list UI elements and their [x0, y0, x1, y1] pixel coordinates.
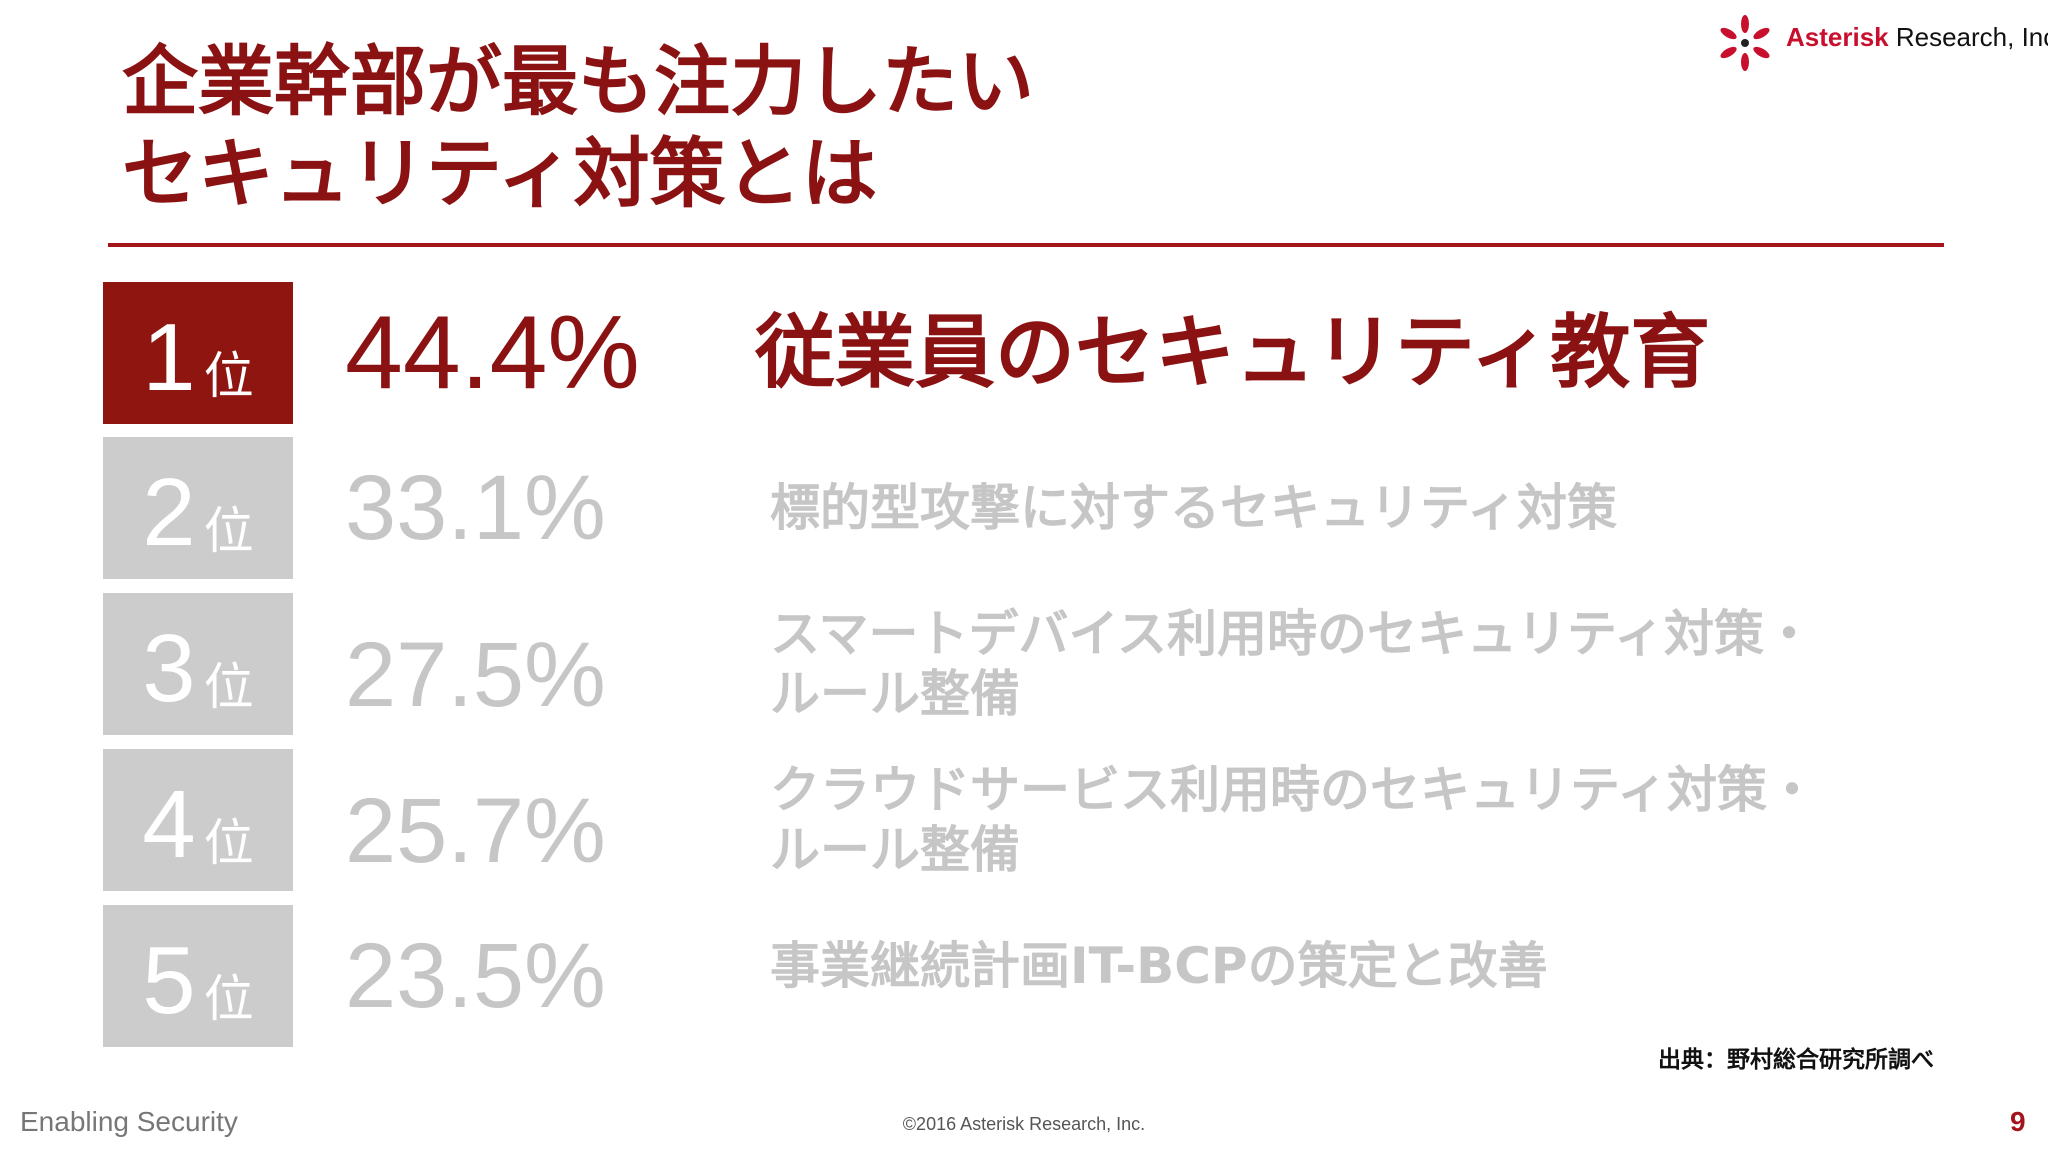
logo-text: Asterisk Research, Inc. [1786, 22, 2048, 53]
rank-number: 2 [142, 459, 196, 566]
page-number: 9 [2010, 1106, 2026, 1137]
rank-unit: 位 [203, 814, 254, 872]
measure-label: スマートデバイス利用時のセキュリティ対策・ ルール整備 [770, 593, 1930, 735]
measure-label-line: 従業員のセキュリティ教育 [755, 306, 1711, 399]
title-line-2: セキュリティ対策とは [122, 129, 878, 218]
rank-number: 1 [142, 304, 196, 411]
company-logo: Asterisk Research, Inc. [1712, 12, 2048, 74]
percent-value: 44.4% [345, 294, 640, 411]
ranking-row-5: 5 位 23.5% 事業継続計画IT-BCPの策定と改善 [0, 905, 2048, 1047]
logo-brand: Asterisk [1786, 22, 1889, 52]
rank-box: 5 位 [103, 905, 293, 1047]
title-divider [108, 243, 1944, 247]
percent-value: 33.1% [345, 456, 606, 559]
rank-unit: 位 [203, 658, 254, 716]
rank-box: 2 位 [103, 437, 293, 579]
slide-title: 企業幹部が最も注力したい セキュリティ対策とは [122, 36, 1522, 220]
measure-label: 標的型攻撃に対するセキュリティ対策 [770, 437, 1930, 579]
measure-label-line: 標的型攻撃に対するセキュリティ対策 [770, 479, 1617, 537]
ranking-row-2: 2 位 33.1% 標的型攻撃に対するセキュリティ対策 [0, 437, 2048, 579]
measure-label-line: スマートデバイス利用時のセキュリティ対策・ [770, 605, 1814, 663]
ranking-row-3: 3 位 27.5% スマートデバイス利用時のセキュリティ対策・ ルール整備 [0, 593, 2048, 735]
rank-box: 1 位 [103, 282, 293, 424]
rank-number: 4 [142, 771, 196, 878]
title-line-1: 企業幹部が最も注力したい [122, 37, 1034, 126]
percent-value: 27.5% [345, 623, 606, 726]
asterisk-icon [1720, 15, 1770, 71]
source-citation: 出典：野村総合研究所調べ [1658, 1047, 1934, 1073]
rank-unit: 位 [203, 347, 254, 405]
rank-box: 4 位 [103, 749, 293, 891]
rank-number: 3 [142, 615, 196, 722]
footer-copyright: ©2016 Asterisk Research, Inc. [902, 1114, 1146, 1134]
measure-label-line: ルール整備 [770, 821, 1020, 879]
ranking-row-4: 4 位 25.7% クラウドサービス利用時のセキュリティ対策・ ルール整備 [0, 749, 2048, 891]
measure-label: 従業員のセキュリティ教育 [755, 282, 1915, 424]
measure-label: クラウドサービス利用時のセキュリティ対策・ ルール整備 [770, 749, 1930, 891]
measure-label-line: ルール整備 [770, 665, 1020, 723]
measure-label-line: クラウドサービス利用時のセキュリティ対策・ [770, 761, 1817, 819]
measure-label-line: 事業継続計画IT-BCPの策定と改善 [770, 937, 1548, 995]
footer-tagline: Enabling Security [20, 1106, 238, 1137]
percent-value: 25.7% [345, 779, 606, 882]
rank-unit: 位 [203, 502, 254, 560]
measure-label: 事業継続計画IT-BCPの策定と改善 [770, 905, 1930, 1047]
rank-box: 3 位 [103, 593, 293, 735]
percent-value: 23.5% [345, 924, 606, 1027]
logo-rest: Research, Inc. [1888, 22, 2048, 52]
rank-number: 5 [142, 927, 196, 1034]
ranking-row-1: 1 位 44.4% 従業員のセキュリティ教育 [0, 282, 2048, 424]
rank-unit: 位 [203, 970, 254, 1028]
